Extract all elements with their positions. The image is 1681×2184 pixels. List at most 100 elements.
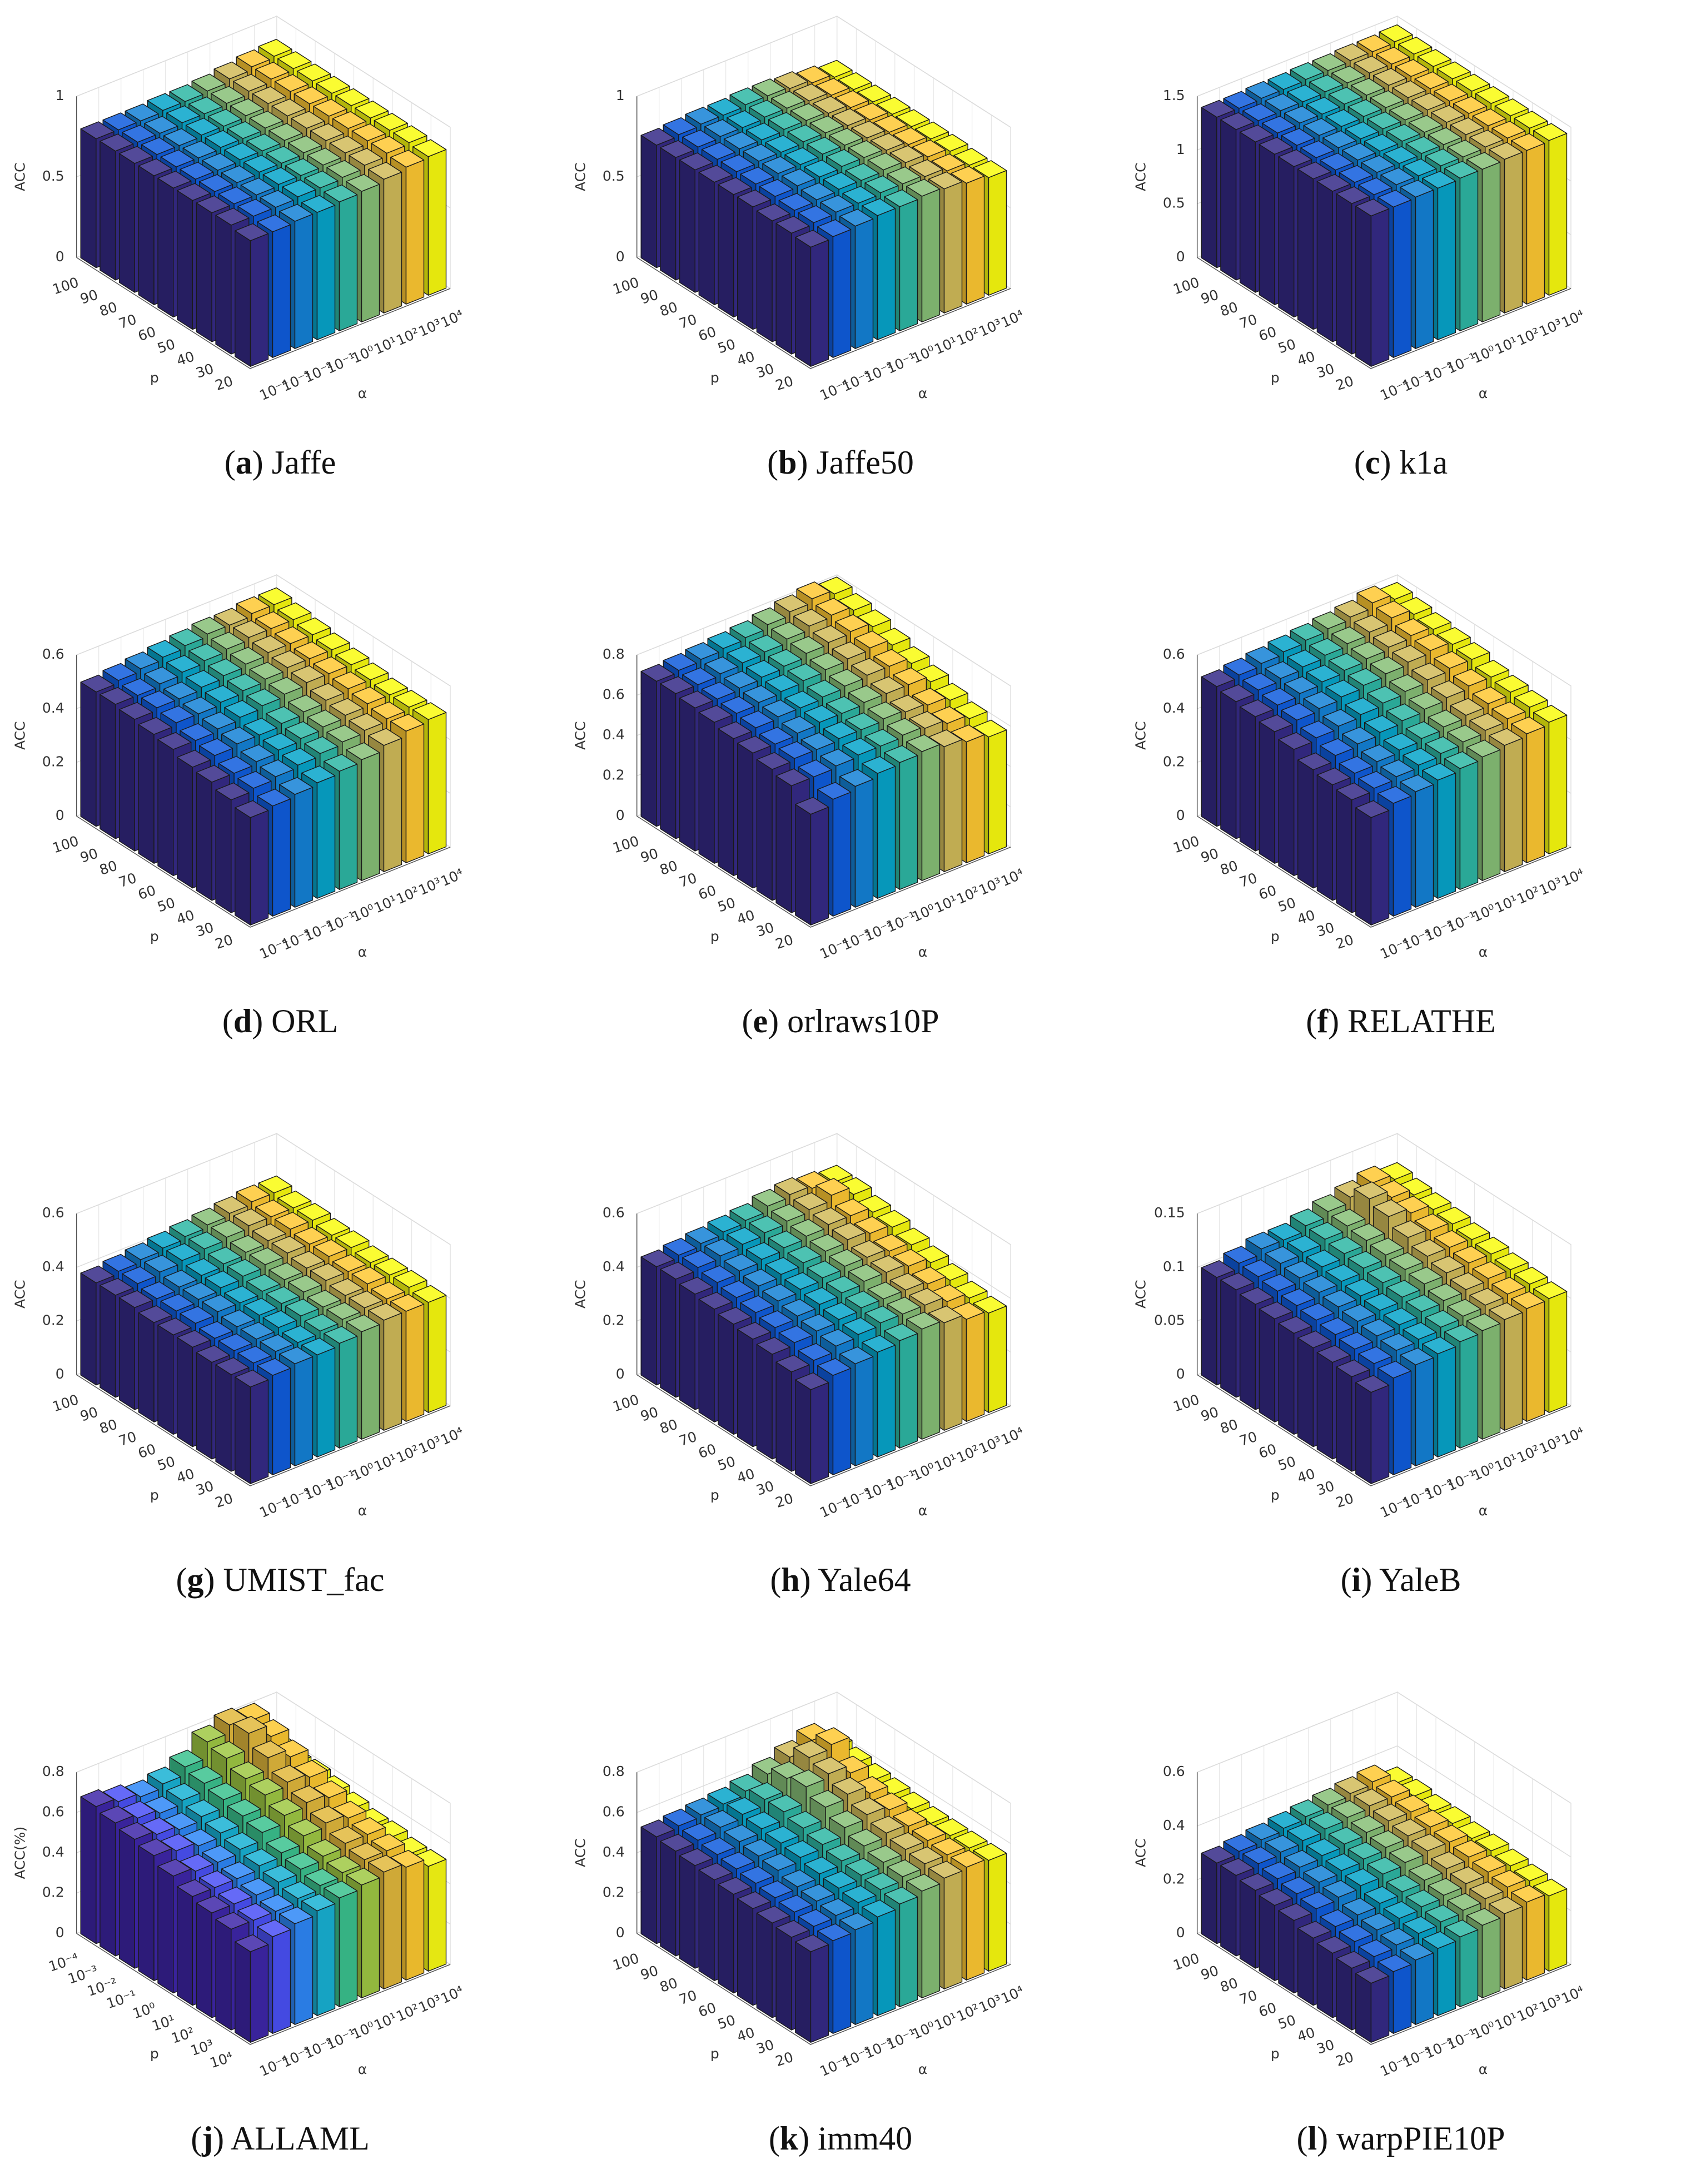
bar-top [1367, 685, 1401, 704]
bar-front [405, 723, 425, 863]
bar-front [810, 1382, 829, 1484]
bar-top [749, 634, 783, 653]
bar-top [177, 749, 211, 768]
bar-top [412, 1285, 447, 1303]
bar-top [1511, 133, 1545, 151]
z-tick-label: 0.4 [1163, 700, 1185, 716]
bar-top [951, 166, 985, 184]
bar-top [857, 609, 892, 628]
p-tick-label: 60 [1257, 324, 1279, 344]
bar-top [266, 146, 300, 164]
bar-top [1386, 123, 1421, 142]
bar-front [339, 763, 358, 890]
p-tick-label: 100 [51, 274, 81, 297]
bar-top [1259, 137, 1293, 155]
bar-top [660, 676, 694, 694]
bar-top [934, 133, 968, 152]
bar-top [368, 162, 402, 180]
bar-top [349, 713, 383, 731]
p-tick-label: 70 [1237, 311, 1259, 332]
bar-front [899, 1896, 918, 2007]
bar-side [756, 210, 773, 342]
bar-top [1350, 78, 1385, 96]
bar-top [790, 103, 825, 121]
caption: (d) ORL [222, 1003, 338, 1039]
bar-top [1361, 744, 1395, 763]
bar-front [877, 1909, 896, 2016]
bar-top [180, 723, 214, 741]
z-tick-label: 0.6 [603, 1205, 625, 1221]
z-tick-label: 0.2 [42, 754, 64, 770]
bar-front [1370, 1385, 1390, 1484]
bar-side [1278, 1323, 1295, 1435]
caption-part: i [1352, 1561, 1361, 1598]
bar-side [1278, 739, 1295, 877]
bar-top [798, 205, 832, 223]
bar-top [787, 124, 822, 142]
bar-top [294, 1227, 328, 1245]
bar-side [100, 141, 116, 281]
bar-top [249, 661, 284, 680]
bar-top [1278, 149, 1312, 167]
bar-front [361, 183, 380, 322]
bar-side [756, 1344, 773, 1460]
bar-front [966, 1859, 985, 1981]
bar-top [185, 670, 220, 688]
bar-top [390, 1294, 425, 1312]
bar-top [851, 658, 886, 676]
grid-line [636, 574, 1011, 686]
bar-top [221, 165, 256, 183]
p-tick-label: 20 [1334, 2049, 1355, 2069]
p-tick-label: 60 [697, 1441, 718, 1461]
bar-top [896, 109, 930, 127]
bar-front [272, 798, 291, 917]
p-tick-label: 90 [78, 286, 100, 307]
bar-top [199, 738, 233, 756]
bar-side [118, 1829, 136, 1969]
alpha-axis-label: α [358, 944, 367, 960]
axis-line [636, 257, 1011, 369]
z-axis-label: ACC(%) [12, 1827, 28, 1879]
bar-top [759, 179, 794, 197]
p-tick-label: 50 [715, 1453, 737, 1474]
bar-front [272, 1367, 291, 1475]
p-tick-label: 100 [51, 833, 81, 856]
bar-top [685, 642, 719, 660]
bar-top [122, 1266, 156, 1285]
bar-top [1403, 158, 1437, 177]
bar-side [1316, 181, 1333, 342]
bar-top [285, 158, 319, 176]
bar-top [279, 1346, 314, 1365]
bar-top [351, 1266, 386, 1285]
bar-top [147, 93, 181, 111]
bar-side [679, 698, 696, 852]
bar-top [125, 1242, 159, 1260]
bar-side [775, 1927, 792, 2031]
bar-top [1358, 770, 1392, 789]
bar-side [756, 1912, 773, 2018]
bar-side [1336, 1366, 1352, 1472]
bar-top [329, 698, 364, 716]
p-tick-label: 20 [213, 373, 235, 394]
p-tick-label: 70 [677, 1429, 699, 1449]
p-tick-label: 40 [175, 348, 196, 369]
p-tick-label: 80 [97, 299, 119, 319]
bar-top [196, 764, 230, 783]
bar-side [1220, 1279, 1237, 1398]
caption-part: ( [1306, 1003, 1317, 1039]
caption-part: c [1365, 444, 1380, 481]
bar-top [1319, 738, 1354, 756]
bar-top [800, 732, 835, 750]
z-tick-label: 0 [1176, 1924, 1185, 1941]
grid-line [636, 16, 1011, 128]
bar-top [1444, 751, 1479, 769]
bar-side [1239, 706, 1256, 852]
bar-top [332, 1254, 367, 1272]
bar-top [854, 630, 888, 649]
p-tick-label: 90 [639, 1404, 660, 1424]
bar-top [296, 1203, 331, 1221]
bar-top [307, 147, 341, 166]
bar-top [720, 696, 755, 714]
bar-top [1472, 686, 1506, 704]
